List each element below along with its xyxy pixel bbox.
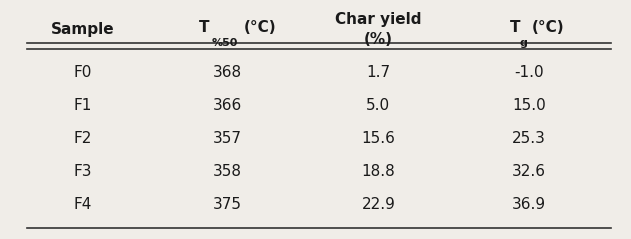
Text: 357: 357 [213, 131, 242, 146]
Text: Sample: Sample [51, 22, 115, 37]
Text: Char yield
(%): Char yield (%) [335, 12, 422, 47]
Text: F0: F0 [74, 65, 92, 80]
Text: 22.9: 22.9 [362, 197, 395, 212]
Text: 1.7: 1.7 [366, 65, 391, 80]
Text: (°C): (°C) [244, 20, 276, 35]
Text: 358: 358 [213, 164, 242, 179]
Text: -1.0: -1.0 [514, 65, 544, 80]
Text: g: g [520, 38, 528, 48]
Text: 366: 366 [213, 98, 242, 113]
Text: F3: F3 [74, 164, 92, 179]
Text: 375: 375 [213, 197, 242, 212]
Text: 36.9: 36.9 [512, 197, 546, 212]
Text: 25.3: 25.3 [512, 131, 546, 146]
Text: 15.6: 15.6 [362, 131, 395, 146]
Text: 18.8: 18.8 [362, 164, 395, 179]
Text: F4: F4 [74, 197, 92, 212]
Text: 368: 368 [213, 65, 242, 80]
Text: 32.6: 32.6 [512, 164, 546, 179]
Text: 5.0: 5.0 [366, 98, 391, 113]
Text: (°C): (°C) [532, 20, 565, 35]
Text: T: T [510, 20, 521, 35]
Text: F2: F2 [74, 131, 92, 146]
Text: T: T [199, 20, 209, 35]
Text: 15.0: 15.0 [512, 98, 546, 113]
Text: %50: %50 [211, 38, 238, 48]
Text: F1: F1 [74, 98, 92, 113]
